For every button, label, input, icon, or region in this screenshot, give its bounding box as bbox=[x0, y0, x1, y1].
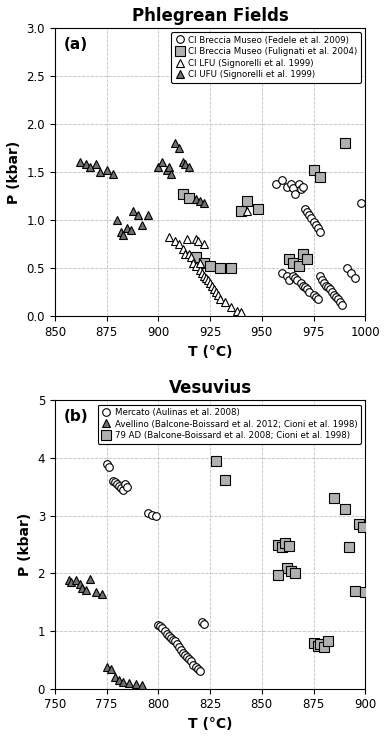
Legend: CI Breccia Museo (Fedele et al. 2009), CI Breccia Museo (Fulignati et al. 2004),: CI Breccia Museo (Fedele et al. 2009), C… bbox=[171, 32, 361, 83]
Y-axis label: P (kbar): P (kbar) bbox=[18, 513, 32, 576]
Title: Phlegrean Fields: Phlegrean Fields bbox=[132, 7, 288, 25]
Text: (b): (b) bbox=[64, 409, 89, 424]
Text: (a): (a) bbox=[64, 37, 88, 52]
Title: Vesuvius: Vesuvius bbox=[168, 379, 252, 398]
X-axis label: T (°C): T (°C) bbox=[188, 345, 232, 359]
X-axis label: T (°C): T (°C) bbox=[188, 717, 232, 731]
Legend: Mercato (Aulinas et al. 2008), Avellino (Balcone-Boissard et al. 2012; Cioni et : Mercato (Aulinas et al. 2008), Avellino … bbox=[98, 404, 361, 444]
Y-axis label: P (kbar): P (kbar) bbox=[7, 140, 21, 204]
